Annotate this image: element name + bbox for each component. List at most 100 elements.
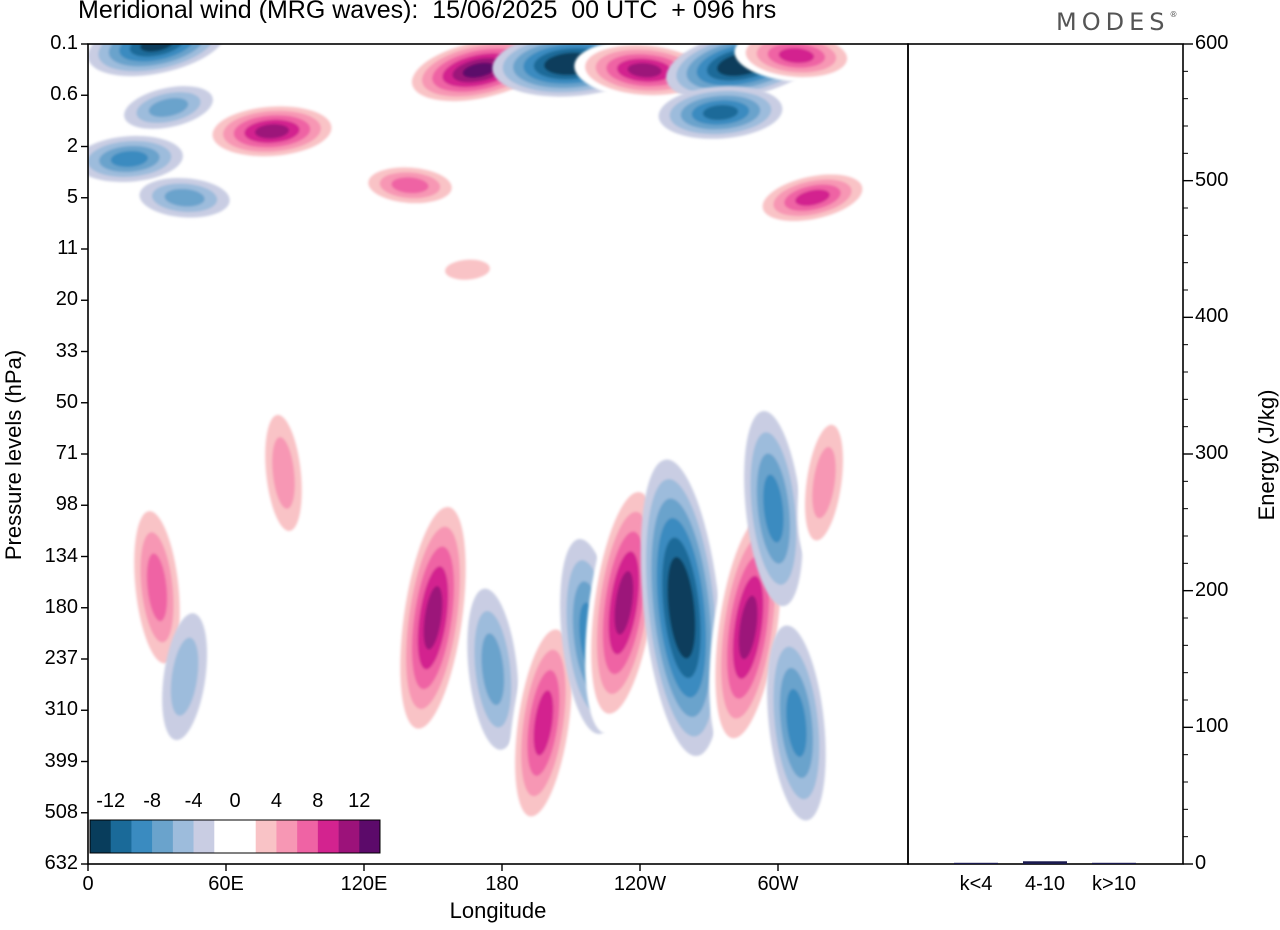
energy-tick-label: 300 (1195, 442, 1229, 464)
contour-level (444, 259, 491, 280)
y-tick-label: 399 (44, 749, 78, 772)
positive-wind-contour (257, 392, 310, 554)
negative-wind-contour (640, 459, 723, 756)
contour-level (148, 98, 189, 117)
energy-tick-label: 100 (1195, 715, 1229, 738)
energy-bar (954, 862, 998, 864)
colorbar-swatch (110, 820, 132, 853)
x-tick-label: 180 (485, 873, 519, 895)
negative-wind-contour (139, 177, 230, 218)
energy-tick-label: 500 (1195, 168, 1229, 191)
contour-level (778, 48, 815, 64)
colorbar-label: -4 (184, 790, 203, 812)
y-tick-label: 11 (57, 237, 78, 259)
colorbar-swatch (152, 820, 174, 853)
energy-category-label: 4-10 (1024, 873, 1066, 895)
positive-wind-contour (751, 169, 874, 227)
y-tick-label: 134 (44, 544, 78, 567)
contour-level (672, 576, 690, 639)
colorbar-swatch (235, 820, 257, 853)
colorbar-swatch (297, 820, 319, 853)
contour-level (786, 689, 807, 757)
y-tick-label: 20 (55, 288, 78, 311)
colorbar-swatch (255, 820, 277, 853)
energy-axis-title: Energy (J/kg) (1254, 389, 1279, 521)
positive-wind-contour (394, 487, 472, 749)
registered-mark: ® (1169, 10, 1178, 19)
negative-wind-contour (744, 411, 803, 607)
negative-wind-contour (467, 588, 519, 750)
y-tick-label: 237 (44, 647, 78, 669)
negative-wind-contour (124, 86, 213, 129)
y-tick-label: 33 (55, 339, 78, 362)
contour-level (738, 595, 758, 660)
y-axis-ticks (81, 43, 88, 865)
contour-level (140, 44, 174, 52)
contour-level (627, 63, 662, 78)
colorbar-label: -12 (96, 790, 126, 812)
y-tick-label: 2 (66, 134, 78, 157)
y-tick-label: 310 (44, 698, 78, 721)
y-tick-label: 0.6 (50, 83, 78, 106)
x-axis-ticks (87, 864, 779, 871)
negative-wind-contour (162, 613, 208, 741)
contour-level (614, 571, 634, 635)
positive-wind-contour (797, 402, 851, 563)
modes-logo: MODES® (1056, 8, 1177, 36)
y-tick-label: 50 (55, 390, 78, 413)
contour-level (812, 446, 836, 519)
energy-bar (1023, 861, 1067, 864)
energy-category-label: k>10 (1092, 873, 1136, 895)
x-tick-label: 120W (613, 873, 667, 895)
positive-wind-contour (127, 489, 187, 685)
colorbar (89, 819, 381, 854)
contour-level (795, 189, 830, 206)
energy-tick-label: 600 (1195, 32, 1229, 54)
logo-text: MODES (1056, 8, 1170, 36)
contour-level (254, 124, 290, 139)
colorbar-swatch (317, 820, 339, 853)
positive-wind-contour (356, 162, 464, 209)
contour-level (702, 104, 739, 121)
energy-tick-label: 200 (1195, 578, 1229, 601)
contour-level (423, 586, 443, 650)
colorbar-swatch (338, 820, 360, 853)
y-tick-label: 180 (44, 595, 78, 618)
y-tick-label: 632 (44, 852, 78, 874)
positive-wind-contour (201, 101, 343, 161)
colorbar-frame (89, 819, 381, 854)
contour-level (763, 474, 784, 543)
energy-panel (907, 43, 1193, 865)
contour-plot-area (81, 43, 909, 871)
negative-wind-contour (767, 625, 826, 821)
colorbar-swatch (90, 820, 112, 853)
energy-category-label: k<4 (959, 873, 993, 895)
contour-level (110, 150, 149, 167)
energy-bar (1092, 862, 1136, 864)
contour-level (170, 637, 199, 716)
energy-tick-label: 400 (1195, 305, 1229, 328)
energy-bars (954, 861, 1136, 864)
contour-level (146, 553, 168, 622)
positive-wind-contour (508, 608, 579, 837)
contour-level (481, 633, 505, 706)
x-tick-label: 0 (82, 873, 94, 895)
x-axis-title: Longitude (449, 898, 547, 923)
colorbar-swatch (172, 820, 194, 853)
colorbar-label: -8 (143, 790, 162, 812)
y-tick-label: 0.1 (50, 32, 78, 54)
colorbar-label: 12 (348, 790, 371, 812)
y-tick-label: 5 (66, 185, 78, 208)
energy-tick-label: 0 (1195, 852, 1207, 874)
colorbar-label: 0 (229, 790, 241, 812)
y-tick-label: 98 (55, 493, 78, 516)
colorbar-swatch (131, 820, 153, 853)
positive-wind-contour (430, 253, 505, 287)
y-tick-label: 71 (55, 442, 78, 464)
colorbar-swatch (276, 820, 298, 853)
contour-level (462, 62, 496, 78)
x-tick-label: 60W (757, 873, 799, 895)
negative-wind-contour (88, 135, 183, 183)
y-tick-label: 508 (44, 800, 78, 823)
